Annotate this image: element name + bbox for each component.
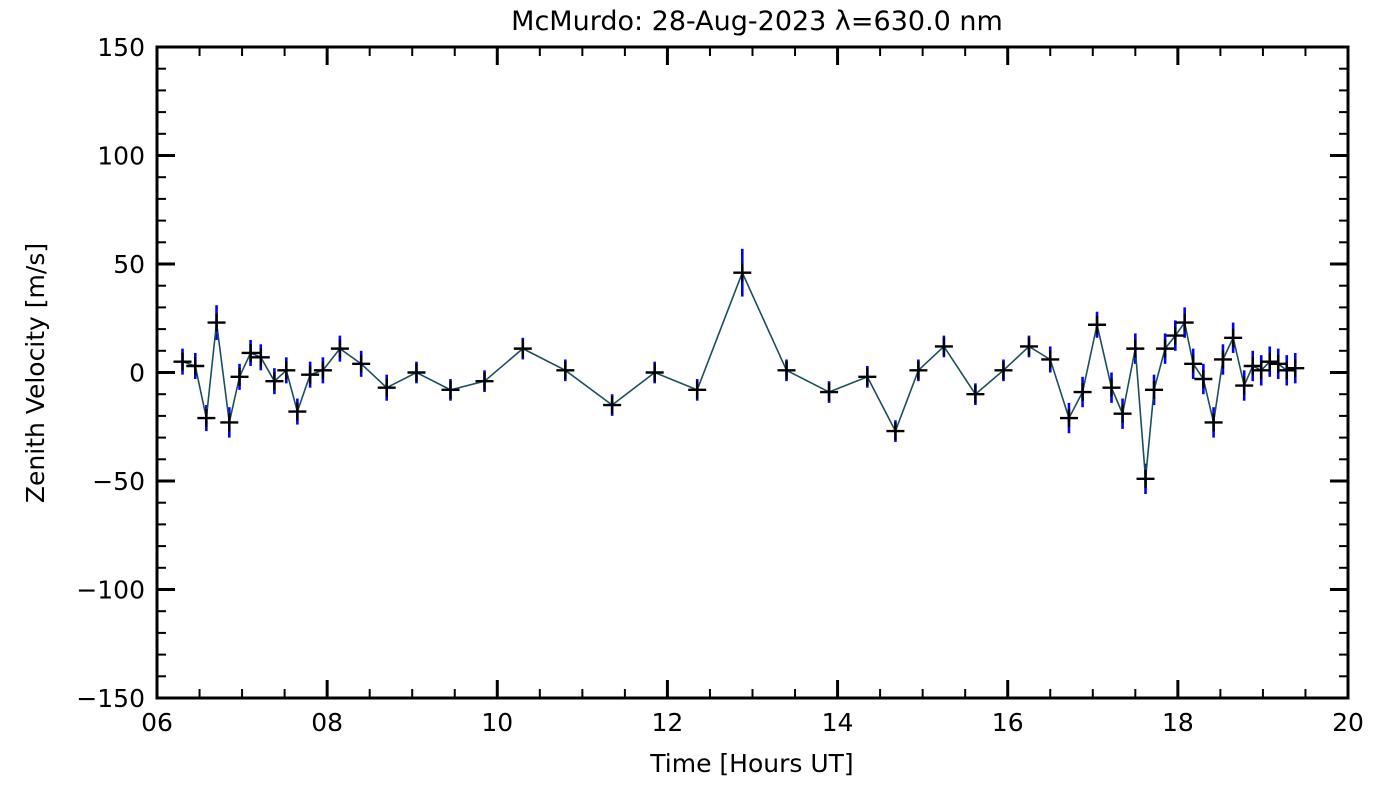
data-line: [182, 270, 1296, 479]
y-tick-label: 0: [129, 359, 145, 388]
data-point-marker: [645, 363, 664, 382]
data-point-marker: [288, 402, 307, 421]
data-point-marker: [186, 356, 205, 375]
data-point-marker: [858, 367, 877, 386]
data-point-marker: [934, 337, 953, 356]
y-tick-label: 100: [97, 142, 145, 171]
x-tick-label: 18: [1162, 708, 1194, 737]
data-point-marker: [994, 361, 1013, 380]
data-point-marker: [1224, 328, 1243, 347]
data-point-marker: [173, 352, 192, 371]
data-point-marker: [207, 313, 226, 332]
error-bars: [181, 248, 1297, 495]
y-tick-label: −100: [76, 576, 145, 605]
data-point-marker: [1204, 413, 1223, 432]
data-point-marker: [513, 339, 532, 358]
data-point-marker: [1113, 404, 1132, 423]
plot-frame: [155, 45, 1350, 700]
data-point-marker: [1194, 370, 1213, 389]
major-ticks: [155, 45, 1350, 700]
y-tick-label: −50: [92, 467, 145, 496]
data-point-marker: [1156, 339, 1175, 358]
data-point-marker: [220, 413, 239, 432]
data-point-marker: [475, 372, 494, 391]
data-point-marker: [909, 361, 928, 380]
chart-title: McMurdo: 28-Aug-2023 λ=630.0 nm: [511, 6, 1003, 37]
data-point-marker: [1175, 313, 1194, 332]
data-point-marker: [1184, 354, 1203, 373]
x-tick-label: 10: [481, 708, 513, 737]
data-point-marker: [1166, 326, 1185, 345]
x-axis-title: Time [Hours UT]: [649, 749, 853, 778]
data-point-marker: [1260, 352, 1279, 371]
x-tick-label: 20: [1332, 708, 1364, 737]
data-point-marker: [197, 409, 216, 428]
data-point-marker: [251, 348, 270, 367]
data-point-marker: [330, 339, 349, 358]
data-point-marker: [241, 343, 260, 362]
x-tick-label: 16: [992, 708, 1024, 737]
data-point-marker: [352, 354, 371, 373]
data-point-marker: [966, 385, 985, 404]
data-point-marker: [1286, 359, 1305, 378]
data-point-marker: [1041, 350, 1060, 369]
data-point-marker: [441, 380, 460, 399]
data-point-marker: [1059, 409, 1078, 428]
data-point-marker: [313, 361, 332, 380]
data-point-marker: [1126, 339, 1145, 358]
data-point-marker: [1019, 337, 1038, 356]
data-point-marker: [1243, 356, 1262, 375]
data-point-marker: [556, 361, 575, 380]
data-point-marker: [277, 361, 296, 380]
data-point-marker: [820, 383, 839, 402]
x-tick-label: 06: [141, 708, 173, 737]
data-point-marker: [733, 263, 752, 282]
data-point-marker: [777, 361, 796, 380]
data-point-marker: [688, 380, 707, 399]
tick-labels: 06 08 10 12 14 16 18 20 −150 −100 −50 0 50 100 150: [76, 33, 1364, 737]
data-point-marker: [603, 396, 622, 415]
data-point-marker: [230, 367, 249, 386]
data-point-marker: [265, 372, 284, 391]
data-markers: [173, 263, 1305, 488]
data-point-marker: [1145, 380, 1164, 399]
y-axis-title: Zenith Velocity [m/s]: [21, 243, 50, 503]
x-tick-label: 12: [652, 708, 684, 737]
x-tick-label: 14: [822, 708, 854, 737]
data-point-marker: [301, 365, 320, 384]
data-point-marker: [377, 378, 396, 397]
data-point-marker: [1088, 315, 1107, 334]
data-point-marker: [1102, 378, 1121, 397]
data-point-marker: [407, 363, 426, 382]
data-point-marker: [1213, 350, 1232, 369]
data-point-marker: [886, 422, 905, 441]
data-point-marker: [1235, 376, 1254, 395]
data-point-marker: [1073, 383, 1092, 402]
y-tick-label: 50: [113, 250, 145, 279]
data-point-marker: [1252, 361, 1271, 380]
y-tick-label: 150: [97, 33, 145, 62]
y-tick-label: −150: [76, 684, 145, 713]
minor-ticks: [156, 46, 1349, 699]
x-tick-label: 08: [311, 708, 343, 737]
data-point-marker: [1277, 361, 1296, 380]
data-point-marker: [1136, 469, 1155, 488]
